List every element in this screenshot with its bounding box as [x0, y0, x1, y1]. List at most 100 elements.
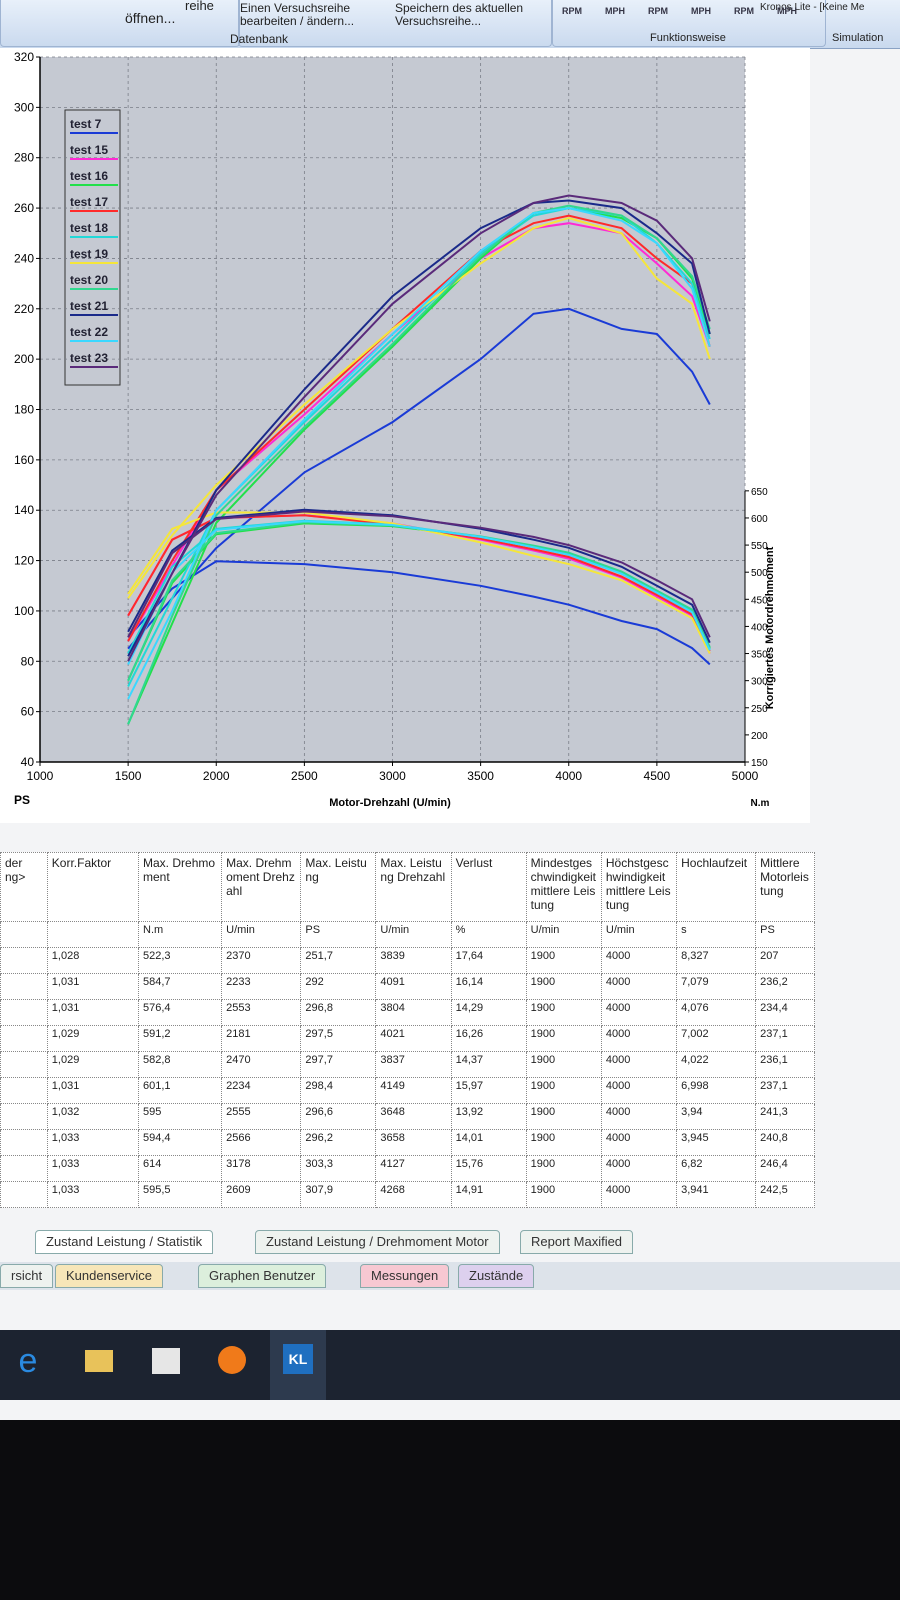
tab[interactable]: Kundenservice	[55, 1264, 163, 1288]
table: der ng> Korr.Faktor Max. Drehmoment Max. Dr…	[0, 852, 815, 1208]
cell: 614	[138, 1155, 223, 1182]
data-row[interactable]: 1,033 595,5 2609 307,9 4268 14,91 1900 4000 3,94…	[0, 1181, 815, 1208]
cell: 4000	[600, 1051, 678, 1078]
data-row[interactable]: 1,031 576,4 2553 296,8 3804 14,29 1900 4000 4,07…	[0, 999, 815, 1026]
cell: 1900	[525, 1103, 602, 1130]
cell	[0, 1155, 48, 1182]
cell: 1900	[525, 1155, 602, 1182]
column-header: Höchstgeschwindigkeit mittlere Leistung	[600, 852, 678, 922]
mode-button[interactable]: MPH	[777, 6, 797, 16]
screen: reihe öffnen... Einen Versuchsreihe bear…	[0, 0, 900, 1420]
column-header: Max. Drehmoment Drehzahl	[221, 852, 302, 922]
cell: 3178	[221, 1155, 302, 1182]
tab[interactable]: Zustand Leistung / Statistik	[35, 1230, 214, 1254]
cell: 292	[300, 973, 377, 1000]
cell: 4021	[375, 1025, 452, 1052]
cell: 4000	[600, 1129, 678, 1156]
tab[interactable]: Zustand Leistung / Drehmoment Motor	[255, 1230, 500, 1254]
cell: 2470	[221, 1051, 302, 1078]
y-tick-label: 100	[14, 604, 34, 618]
tab[interactable]: Report Maxified	[520, 1230, 634, 1254]
y2-axis-unit: N.m	[751, 798, 770, 809]
cell: 4000	[600, 1181, 678, 1208]
cell: 16,14	[450, 973, 527, 1000]
cell: 4,076	[676, 999, 757, 1026]
mode-button[interactable]: MPH	[691, 6, 711, 16]
tab[interactable]: Messungen	[360, 1264, 450, 1288]
column-header: Hochlaufzeit	[676, 852, 757, 922]
edit-button[interactable]: Einen Versuchsreihe bearbeiten / ändern.…	[240, 1, 355, 28]
mode-button[interactable]: MPH	[605, 6, 625, 16]
x-tick-label: 2000	[203, 769, 230, 783]
data-row[interactable]: 1,029 582,8 2470 297,7 3837 14,37 1900 4000 4,02…	[0, 1051, 815, 1078]
cell: 1,031	[46, 973, 140, 1000]
cell: 4000	[600, 1025, 678, 1052]
y-tick-label: 240	[14, 251, 34, 265]
y2-tick-label: 200	[751, 731, 768, 742]
y-tick-label: 220	[14, 302, 34, 316]
save-button[interactable]: Speichern des aktuellen Versuchsreihe...	[395, 1, 524, 28]
y2-tick-label: 250	[751, 704, 768, 715]
open-button[interactable]: öffnen...	[125, 10, 176, 26]
tab[interactable]: Zustände	[458, 1264, 535, 1288]
y2-tick-label: 400	[751, 622, 768, 633]
cell: 2234	[221, 1077, 302, 1104]
cell: 14,91	[450, 1181, 527, 1208]
cell: 1,031	[46, 999, 140, 1026]
tab[interactable]: Graphen Benutzer	[198, 1264, 327, 1288]
data-row[interactable]: 1,028 522,3 2370 251,7 3839 17,64 1900 4000 8,32…	[0, 947, 815, 974]
x-tick-label: 4000	[555, 769, 582, 783]
x-tick-label: 1000	[27, 769, 54, 783]
cell: 2181	[221, 1025, 302, 1052]
y-tick-label: 300	[14, 100, 34, 114]
data-row[interactable]: 1,033 594,4 2566 296,2 3658 14,01 1900 4000 3,94…	[0, 1129, 815, 1156]
cell: 296,8	[300, 999, 377, 1026]
unit-row: N.m U/min PS U/min% U/min U/min s PS	[0, 921, 815, 948]
cell: 2555	[221, 1103, 302, 1130]
cell: 207	[755, 947, 815, 974]
cell: 1900	[525, 1077, 602, 1104]
tab[interactable]: rsicht	[0, 1264, 54, 1288]
y-axis-unit: PS	[14, 793, 30, 807]
unit-cell: PS	[300, 921, 377, 948]
cell: 242,5	[755, 1181, 815, 1208]
power-line	[127, 307, 711, 650]
y2-tick-label: 450	[751, 595, 768, 606]
x-tick-label: 3000	[379, 769, 406, 783]
window-title: Kronos Lite - [Keine Me	[760, 2, 865, 13]
cell: 1,031	[46, 1077, 140, 1104]
data-row[interactable]: 1,031 601,1 2234 298,4 4149 15,97 1900 4000 6,99…	[0, 1077, 815, 1104]
cell: 14,37	[450, 1051, 527, 1078]
data-row[interactable]: 1,031 584,7 2233 292 4091 16,14 1900 4000 7,079 2…	[0, 973, 815, 1000]
power-line	[127, 204, 711, 725]
y-tick-label: 120	[14, 554, 34, 568]
torque-line	[127, 560, 711, 666]
x-axis-label: Motor-Drehzahl (U/min)	[329, 797, 451, 809]
unit-cell: U/min	[375, 921, 452, 948]
cell: 240,8	[755, 1129, 815, 1156]
cell: 3839	[375, 947, 452, 974]
cell	[0, 973, 48, 1000]
data-row[interactable]: 1,029 591,2 2181 297,5 4021 16,26 1900 4000 7,00…	[0, 1025, 815, 1052]
cell: 15,76	[450, 1155, 527, 1182]
cell	[0, 999, 48, 1026]
edge-icon: e	[19, 1342, 38, 1380]
cell: 14,01	[450, 1129, 527, 1156]
kl-icon	[283, 1344, 313, 1374]
column-header: Max. Drehmoment	[138, 852, 223, 922]
mode-button[interactable]: RPM	[562, 6, 582, 16]
cell: 4,022	[676, 1051, 757, 1078]
cell: 3,941	[676, 1181, 757, 1208]
y2-tick-label: 300	[751, 677, 768, 688]
torque-line	[127, 511, 711, 654]
cell: 2609	[221, 1181, 302, 1208]
data-row[interactable]: 1,032 595 2555 296,6 3648 13,92 1900 4000 3,94 24…	[0, 1103, 815, 1130]
y-tick-label: 320	[14, 50, 34, 64]
legend-label: test 16	[70, 169, 108, 183]
mode-button[interactable]: RPM	[734, 6, 754, 16]
data-row[interactable]: 1,033 614 3178 303,3 4127 15,76 1900 4000 6,82 24…	[0, 1155, 815, 1182]
cell: 6,82	[676, 1155, 757, 1182]
mode-button[interactable]: RPM	[648, 6, 668, 16]
cell: 1900	[525, 1129, 602, 1156]
